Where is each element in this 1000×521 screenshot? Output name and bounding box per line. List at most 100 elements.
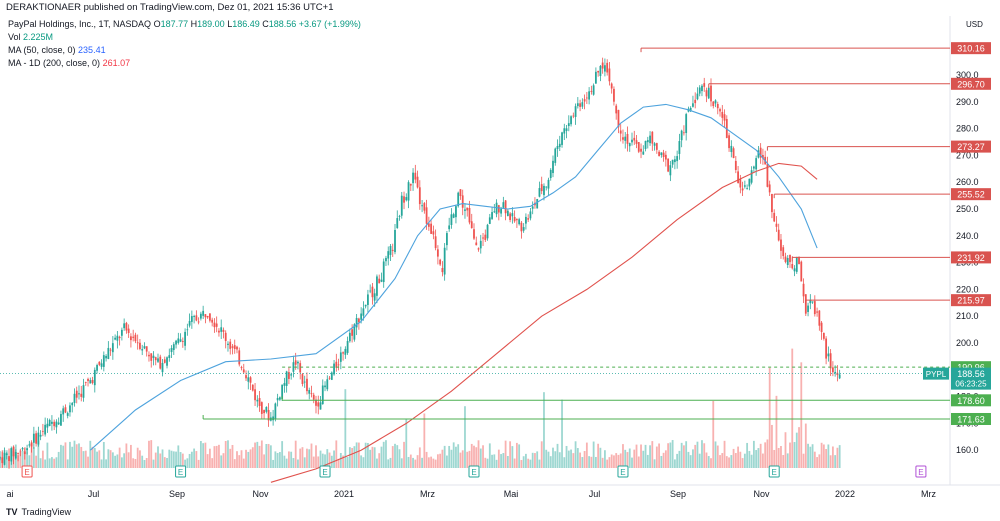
candle-body xyxy=(737,171,739,184)
volume-bar xyxy=(448,445,451,468)
candle-body xyxy=(450,214,453,225)
candle-body xyxy=(585,97,588,99)
volume-bar xyxy=(730,455,733,468)
candle-body xyxy=(240,367,243,369)
volume-bar xyxy=(511,446,514,468)
volume-bar xyxy=(543,392,545,468)
candle-body xyxy=(421,205,423,207)
volume-bar xyxy=(19,451,22,468)
candle-body xyxy=(172,344,175,351)
volume-bar xyxy=(491,454,493,468)
candle-body xyxy=(680,130,683,141)
candle-body xyxy=(89,380,92,384)
volume-bar xyxy=(55,457,58,468)
volume-bar xyxy=(28,455,31,468)
volume-bar xyxy=(139,450,141,468)
volume-bar xyxy=(249,449,252,468)
currency-label: USD xyxy=(966,20,983,29)
candle-body xyxy=(57,422,60,425)
candle-body xyxy=(222,329,225,332)
candle-body xyxy=(93,369,96,386)
candle-body xyxy=(152,355,155,359)
candle-body xyxy=(746,188,749,189)
volume-bar xyxy=(256,441,259,468)
candle-body xyxy=(470,221,473,229)
volume-bar xyxy=(732,448,735,468)
volume-bar xyxy=(177,445,180,468)
volume-bar xyxy=(766,439,769,468)
last-price-value: 188.56 xyxy=(957,369,985,379)
candle-body xyxy=(622,137,624,140)
candle-body xyxy=(423,203,426,211)
candle-body xyxy=(330,372,333,380)
volume-bar xyxy=(538,459,541,468)
candle-body xyxy=(739,179,742,188)
volume-bar xyxy=(39,458,42,468)
volume-bar xyxy=(414,459,417,468)
volume-bar xyxy=(425,451,428,468)
candle-body xyxy=(236,346,238,350)
volume-bar xyxy=(376,458,378,468)
volume-bar xyxy=(114,455,117,468)
volume-bar xyxy=(615,453,618,468)
candle-body xyxy=(249,377,252,383)
candle-body xyxy=(734,160,737,170)
volume-bar xyxy=(421,457,423,468)
volume-bar xyxy=(518,444,521,468)
earnings-marker-3 xyxy=(468,465,480,478)
volume-bar xyxy=(827,444,830,468)
volume-bar xyxy=(245,449,247,468)
legend-high-label: H xyxy=(190,19,198,29)
x-tick-label-3: Nov xyxy=(252,489,269,499)
candle-body xyxy=(179,339,182,342)
y-tick-label-240: 240.0 xyxy=(956,231,979,241)
candle-body xyxy=(60,414,62,426)
candle-body xyxy=(613,88,615,102)
volume-bar xyxy=(594,456,597,468)
candle-body xyxy=(3,452,6,465)
volume-bar xyxy=(712,400,715,468)
candle-body xyxy=(813,301,816,315)
candle-body xyxy=(633,137,636,141)
candle-body xyxy=(829,353,832,369)
candle-body xyxy=(703,83,706,87)
volume-bar xyxy=(635,444,638,468)
candle-body xyxy=(446,233,448,246)
volume-bar xyxy=(186,458,189,468)
candle-body xyxy=(396,218,399,229)
volume-bar xyxy=(522,456,525,468)
candle-body xyxy=(391,249,394,251)
volume-bar xyxy=(335,440,338,468)
candle-body xyxy=(504,200,507,214)
candle-body xyxy=(213,322,216,328)
volume-bar xyxy=(111,452,114,468)
candle-body xyxy=(473,229,475,239)
volume-bar xyxy=(71,446,74,468)
candle-body xyxy=(461,195,464,208)
volume-bar xyxy=(561,399,563,468)
candle-body xyxy=(82,385,85,398)
volume-bar xyxy=(500,454,502,468)
y-tick-label-160: 160.0 xyxy=(956,445,979,455)
candle-body xyxy=(238,350,241,365)
candle-body xyxy=(71,402,74,406)
volume-bar xyxy=(613,455,615,468)
candle-body xyxy=(405,197,408,201)
candle-body xyxy=(631,139,633,143)
volume-bar xyxy=(651,441,654,468)
volume-bar xyxy=(93,448,96,468)
volume-bar xyxy=(563,457,566,468)
candle-body xyxy=(784,256,787,262)
candle-body xyxy=(520,222,523,232)
candle-body xyxy=(554,148,557,163)
candle-body xyxy=(389,245,392,255)
candle-body xyxy=(1,457,4,464)
volume-bar xyxy=(525,453,527,468)
candle-body xyxy=(412,172,414,184)
volume-bar xyxy=(387,459,390,468)
earnings-marker-label-3: E xyxy=(471,468,476,477)
candle-body xyxy=(617,109,620,128)
volume-bar xyxy=(30,442,33,468)
volume-bar xyxy=(407,456,410,468)
